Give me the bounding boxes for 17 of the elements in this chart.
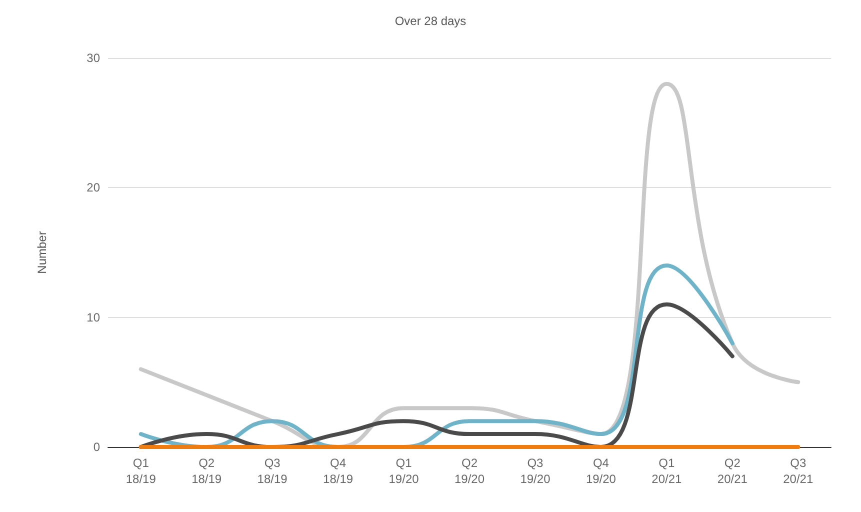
y-axis-title: Number [35,231,49,274]
y-tick-label: 0 [93,440,100,454]
x-tick-label: Q3 20/21 [783,456,814,486]
x-tick-label: Q2 18/19 [192,456,222,486]
x-tick-label: Q3 19/20 [520,456,551,486]
x-tick-label: Q4 19/20 [586,456,616,486]
x-tick-label: Q4 18/19 [323,456,354,486]
x-tick-label: Q1 18/19 [126,456,156,486]
x-tick-label: Q2 19/20 [454,456,485,486]
x-tick-label: Q3 18/19 [257,456,288,486]
x-tick-label: Q1 19/20 [388,456,420,486]
y-tick-label: 30 [86,51,100,65]
y-tick-label: 10 [86,310,100,324]
x-tick-label: Q1 20/21 [652,456,682,486]
chart-title: Over 28 days [394,14,466,28]
x-tick-label: Q2 20/21 [717,456,748,486]
y-tick-label: 20 [86,180,100,195]
